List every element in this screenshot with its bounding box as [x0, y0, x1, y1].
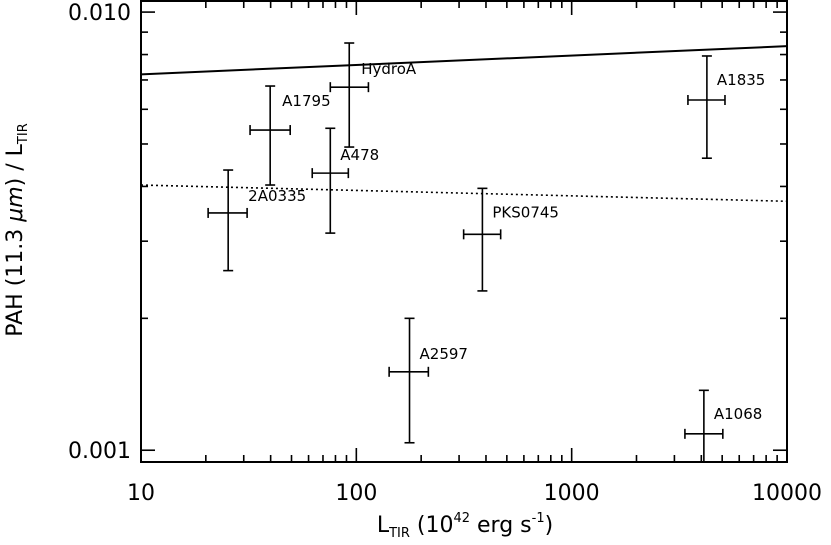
x-title-sup: -1: [532, 511, 545, 526]
fit-line: [141, 45, 787, 76]
y-title-part: μm: [3, 186, 28, 222]
x-tick-label: 10: [127, 481, 155, 506]
x-tick-label: 10000: [752, 481, 822, 506]
plot-frame: [140, 0, 788, 463]
point-label: PKS0745: [492, 203, 559, 221]
point-label: A1068: [714, 405, 762, 423]
x-title-part: (10: [410, 513, 454, 538]
x-title-part: ): [545, 513, 554, 538]
point-label: A2597: [420, 345, 468, 363]
point-label: A478: [340, 146, 379, 164]
y-title-part: ) / L: [3, 143, 28, 186]
y-tick-label: 0.010: [68, 1, 131, 26]
x-title-part: erg s: [470, 513, 532, 538]
point-label: A1795: [282, 92, 330, 110]
y-tick-label: 0.001: [68, 439, 131, 464]
x-title-sub: TIR: [388, 526, 410, 541]
y-title-sub: TIR: [16, 123, 31, 145]
y-title-part: PAH (11.3: [3, 222, 28, 337]
point-label: A1835: [717, 71, 765, 89]
x-title-part: L: [377, 513, 390, 538]
y-axis-title: PAH (11.3 μm) / LTIR: [3, 123, 31, 337]
plot-area: [141, 42, 787, 462]
point-label: 2A0335: [248, 187, 306, 205]
point-label: HydroA: [361, 60, 417, 78]
x-title-sup: 42: [453, 511, 470, 526]
x-tick-label: 100: [335, 481, 377, 506]
fit-line: [141, 184, 787, 203]
x-tick-label: 1000: [544, 481, 600, 506]
x-axis-title: LTIR (1042 erg s-1): [377, 511, 553, 541]
